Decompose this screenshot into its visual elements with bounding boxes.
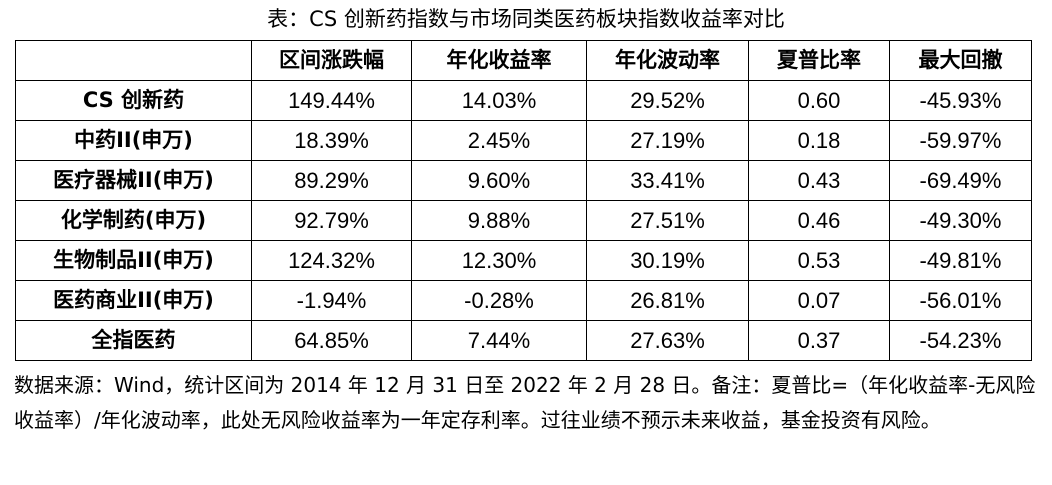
table-cell: 0.60: [748, 80, 890, 121]
table-cell: 30.19%: [586, 240, 749, 281]
table-cell: 92.79%: [251, 200, 412, 241]
table-row: 全指医药 64.85% 7.44% 27.63% 0.37 -54.23%: [15, 320, 1032, 361]
table-cell: 7.44%: [411, 320, 587, 361]
table-cell: -54.23%: [889, 320, 1032, 361]
table-cell: 0.43: [748, 160, 890, 201]
table-cell: 9.88%: [411, 200, 587, 241]
table-cell: 64.85%: [251, 320, 412, 361]
table-cell: 124.32%: [251, 240, 412, 281]
footnote: 数据来源：Wind，统计区间为 2014 年 12 月 31 日至 2022 年…: [14, 373, 1036, 432]
table-cell: 0.18: [748, 120, 890, 161]
table-cell: -0.28%: [411, 280, 587, 321]
row-label: 生物制品II(申万): [15, 240, 252, 281]
table-cell: -59.97%: [889, 120, 1032, 161]
header-cell: 夏普比率: [748, 40, 890, 81]
header-cell: 年化波动率: [586, 40, 749, 81]
table-row: 中药II(申万) 18.39% 2.45% 27.19% 0.18 -59.97…: [15, 120, 1032, 161]
table-row: 医药商业II(申万) -1.94% -0.28% 26.81% 0.07 -56…: [15, 280, 1032, 321]
table-row: 生物制品II(申万) 124.32% 12.30% 30.19% 0.53 -4…: [15, 240, 1032, 281]
row-label: 医疗器械II(申万): [15, 160, 252, 201]
table-cell: 89.29%: [251, 160, 412, 201]
table-cell: -1.94%: [251, 280, 412, 321]
table-cell: 18.39%: [251, 120, 412, 161]
table-cell: 33.41%: [586, 160, 749, 201]
row-label: 医药商业II(申万): [15, 280, 252, 321]
comparison-table: 区间涨跌幅 年化收益率 年化波动率 夏普比率 最大回撤 CS 创新药 149.4…: [15, 40, 1032, 361]
table-cell: 0.37: [748, 320, 890, 361]
table-cell: 12.30%: [411, 240, 587, 281]
header-cell: [15, 40, 252, 81]
table-cell: 27.63%: [586, 320, 749, 361]
table-cell: 27.51%: [586, 200, 749, 241]
table-caption: 表：CS 创新药指数与市场同类医药板块指数收益率对比: [267, 7, 785, 31]
row-label: 全指医药: [15, 320, 252, 361]
table-cell: -69.49%: [889, 160, 1032, 201]
table-cell: 149.44%: [251, 80, 412, 121]
table-cell: -45.93%: [889, 80, 1032, 121]
table-cell: 0.53: [748, 240, 890, 281]
row-label: CS 创新药: [15, 80, 252, 121]
table-cell: 0.07: [748, 280, 890, 321]
table-cell: 14.03%: [411, 80, 587, 121]
row-label: 中药II(申万): [15, 120, 252, 161]
table-cell: -49.30%: [889, 200, 1032, 241]
table-cell: -49.81%: [889, 240, 1032, 281]
table-row: 化学制药(申万) 92.79% 9.88% 27.51% 0.46 -49.30…: [15, 200, 1032, 241]
table-cell: 2.45%: [411, 120, 587, 161]
table-row: CS 创新药 149.44% 14.03% 29.52% 0.60 -45.93…: [15, 80, 1032, 121]
header-cell: 区间涨跌幅: [251, 40, 412, 81]
table-header-row: 区间涨跌幅 年化收益率 年化波动率 夏普比率 最大回撤: [15, 40, 1032, 81]
table-cell: 0.46: [748, 200, 890, 241]
table-cell: -56.01%: [889, 280, 1032, 321]
table-cell: 27.19%: [586, 120, 749, 161]
table-cell: 26.81%: [586, 280, 749, 321]
table-row: 医疗器械II(申万) 89.29% 9.60% 33.41% 0.43 -69.…: [15, 160, 1032, 201]
table-cell: 9.60%: [411, 160, 587, 201]
header-cell: 最大回撤: [889, 40, 1032, 81]
row-label: 化学制药(申万): [15, 200, 252, 241]
table-cell: 29.52%: [586, 80, 749, 121]
header-cell: 年化收益率: [411, 40, 587, 81]
